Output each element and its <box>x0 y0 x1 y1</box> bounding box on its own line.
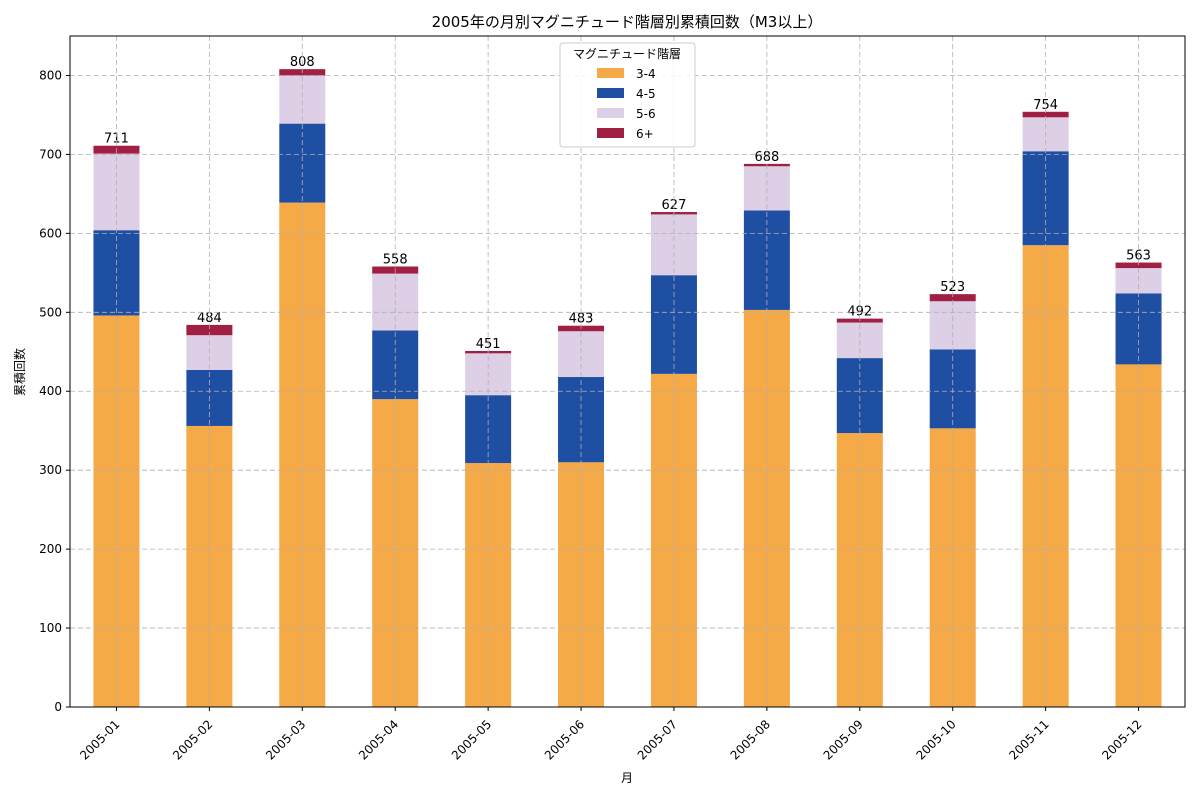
x-tick-label: 2005-04 <box>356 717 401 762</box>
y-tick-label: 100 <box>39 621 62 635</box>
bar-segment <box>1022 111 1069 118</box>
x-tick-label: 2005-06 <box>542 717 587 762</box>
legend-label: 4-5 <box>636 87 656 101</box>
legend-label: 3-4 <box>636 67 656 81</box>
y-tick-label: 0 <box>54 700 62 714</box>
x-tick-label: 2005-12 <box>1099 717 1144 762</box>
data-label: 754 <box>1033 98 1058 113</box>
bar-segment <box>929 294 976 302</box>
y-axis-label: 累積回数 <box>12 348 27 396</box>
y-tick-label: 400 <box>39 384 62 398</box>
x-tick-label: 2005-11 <box>1006 717 1051 762</box>
chart-title: 2005年の月別マグニチュード階層別累積回数（M3以上） <box>432 13 823 31</box>
legend-box <box>559 42 696 148</box>
x-tick-label: 2005-03 <box>263 717 308 762</box>
bar-segment <box>836 433 883 707</box>
x-tick-label: 2005-10 <box>913 717 958 762</box>
legend-swatch <box>597 128 624 138</box>
y-tick-label: 500 <box>39 305 62 319</box>
x-tick-label: 2005-02 <box>170 717 215 762</box>
legend-title: マグニチュード階層 <box>573 46 681 61</box>
data-label: 711 <box>104 132 129 147</box>
legend-swatch <box>597 88 624 98</box>
legend-label: 5-6 <box>636 107 656 121</box>
x-tick-label: 2005-09 <box>821 717 866 762</box>
x-axis-label: 月 <box>621 771 633 785</box>
y-tick-label: 800 <box>39 68 62 82</box>
legend-swatch <box>597 68 624 78</box>
y-tick-label: 300 <box>39 463 62 477</box>
x-tick-label: 2005-05 <box>449 717 494 762</box>
legend-label: 6+ <box>636 127 654 141</box>
bar-segment <box>558 331 605 378</box>
x-tick-label: 2005-01 <box>77 717 122 762</box>
y-tick-label: 200 <box>39 542 62 556</box>
x-tick-label: 2005-08 <box>728 717 773 762</box>
bar-segment <box>279 75 326 124</box>
bar-segment <box>186 324 233 336</box>
y-tick-label: 600 <box>39 226 62 240</box>
x-tick-label: 2005-07 <box>635 717 680 762</box>
y-tick-label: 700 <box>39 147 62 161</box>
legend-swatch <box>597 108 624 118</box>
bar-segment <box>1115 262 1162 269</box>
plot-frame <box>69 35 1186 708</box>
